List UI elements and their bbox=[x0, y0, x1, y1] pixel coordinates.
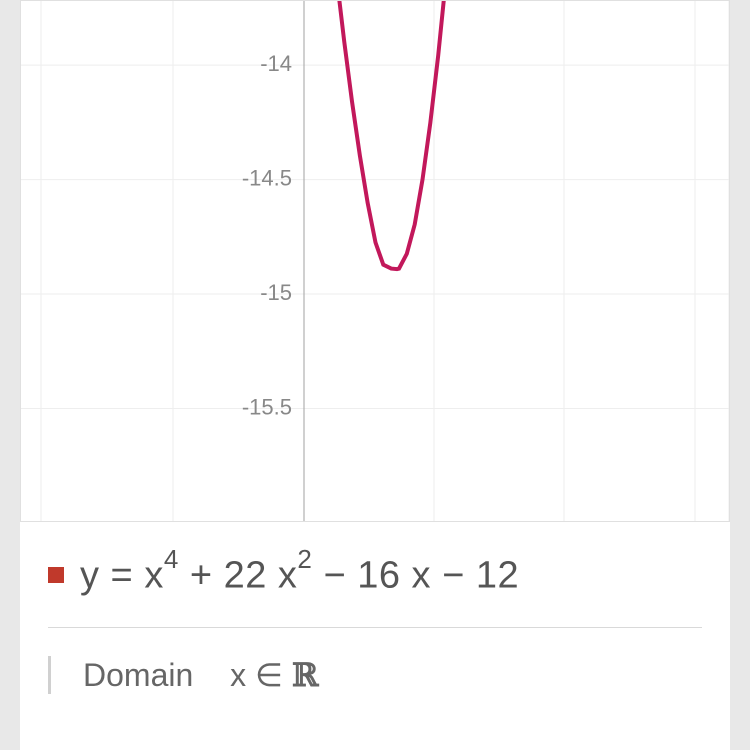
domain-in: ∈ bbox=[255, 657, 283, 693]
eq-x2: x bbox=[278, 555, 298, 597]
eq-t3: − 16 bbox=[312, 555, 400, 597]
series-color-swatch bbox=[48, 567, 64, 583]
eq-t2: + 22 bbox=[179, 555, 267, 597]
eq-t4: x − 12 bbox=[412, 555, 520, 597]
svg-text:-15: -15 bbox=[260, 280, 292, 305]
domain-label: Domain bbox=[83, 657, 193, 693]
domain-var: x bbox=[230, 657, 246, 693]
svg-text:-14.5: -14.5 bbox=[242, 165, 292, 190]
eq-exp4: 4 bbox=[164, 544, 179, 574]
plot-svg: -14 -14.5 -15 -15.5 bbox=[21, 1, 730, 522]
svg-text:-14: -14 bbox=[260, 51, 292, 76]
domain-row: Domain x ∈ ℝ bbox=[48, 656, 702, 694]
eq-lhs: y bbox=[80, 555, 100, 597]
function-plot[interactable]: -14 -14.5 -15 -15.5 bbox=[20, 0, 730, 522]
eq-x1: x bbox=[144, 555, 164, 597]
eq-exp2: 2 bbox=[297, 544, 312, 574]
domain-set: ℝ bbox=[292, 657, 319, 693]
equation-info-panel: y = x4 + 22 x2 − 16 x − 12 Domain x ∈ ℝ bbox=[20, 522, 730, 750]
svg-text:-15.5: -15.5 bbox=[242, 394, 292, 419]
equation-text: y = x4 + 22 x2 − 16 x − 12 bbox=[80, 552, 519, 595]
equation-row: y = x4 + 22 x2 − 16 x − 12 bbox=[48, 552, 702, 628]
